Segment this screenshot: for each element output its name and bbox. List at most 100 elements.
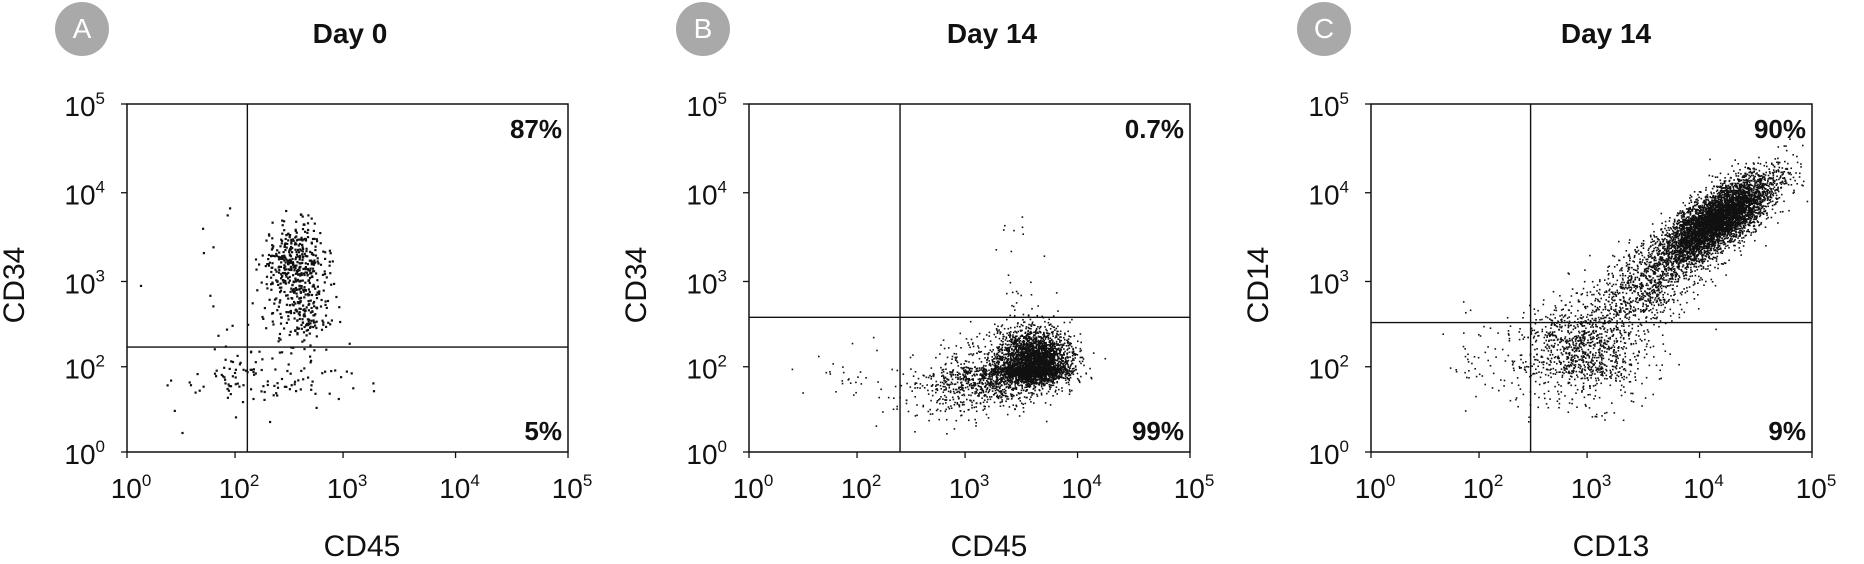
event-dot [979,382,981,384]
event-dot [298,251,300,253]
event-dot [351,372,353,374]
event-dot [281,220,283,222]
event-dot [1037,379,1039,381]
event-dot [1014,363,1016,365]
event-dot [1044,336,1046,338]
event-dot [942,403,944,405]
event-dot [1006,319,1008,321]
event-dot [1054,355,1056,357]
event-dot [1044,342,1046,344]
event-dot [1049,380,1051,382]
event-dot [1032,322,1034,324]
event-dot [316,307,318,309]
event-dot [948,385,950,387]
event-dot [912,354,914,356]
x-tick-label: 103 [327,471,368,504]
event-dot [1020,380,1022,382]
event-dot [1055,371,1057,373]
event-dot [1019,326,1021,328]
event-dot [1050,360,1052,362]
event-dot [963,376,965,378]
event-dot [940,382,942,384]
event-dot [1005,380,1007,382]
event-dot [1035,354,1037,356]
x-tick-label: 105 [552,471,593,504]
event-dot [313,254,315,256]
event-dot [1021,373,1023,375]
event-dot [1050,355,1052,357]
event-dot [1049,388,1051,390]
event-dot [320,305,322,307]
event-dot [1030,355,1032,357]
event-dot [292,290,294,292]
event-dot [269,262,271,264]
event-dot [237,355,239,357]
event-dot [996,381,998,383]
event-dot [295,390,297,392]
event-dot [280,261,282,263]
event-dot [261,282,263,284]
event-dot [1028,344,1030,346]
event-dot [964,363,966,365]
event-dot [1053,385,1055,387]
event-dot [944,399,946,401]
event-dot [1038,384,1040,386]
event-dot [1010,394,1012,396]
event-dot [1024,396,1026,398]
x-tick-label: 105 [1174,471,1215,504]
event-dot [967,383,969,385]
event-dot [1015,338,1017,340]
event-dot [1006,338,1008,340]
event-dot [308,321,310,323]
event-dot [286,304,288,306]
event-dot [275,253,277,255]
event-dot [1075,366,1077,368]
event-dot [961,382,963,384]
event-dot [984,395,986,397]
event-dot [1055,390,1057,392]
event-dot [1031,323,1033,325]
event-dot [1054,343,1056,345]
event-dot [1025,403,1027,405]
event-dot [214,373,216,375]
event-dot [301,259,303,261]
event-dot [225,359,227,361]
event-dot [1061,346,1063,348]
event-dot [1066,345,1068,347]
event-dot [964,395,966,397]
event-dot [1043,358,1045,360]
event-dot [1009,335,1011,337]
event-dot [1030,392,1032,394]
event-dot [1059,368,1061,370]
event-dot [952,356,954,358]
event-dot [1010,369,1012,371]
event-dot [983,402,985,404]
event-dot [996,353,998,355]
event-dot [280,273,282,275]
x-tick-label: 103 [949,471,990,504]
event-dot [1028,392,1030,394]
event-dot [903,373,905,375]
event-dot [1012,389,1014,391]
event-dot [1024,367,1026,369]
event-dot [339,321,341,323]
event-dot [1065,364,1067,366]
event-dot [941,375,943,377]
event-dot [1023,347,1025,349]
event-dot [285,210,287,212]
event-dot [280,287,282,289]
event-dot [199,390,201,392]
event-dot [324,258,326,260]
event-dot [1032,380,1034,382]
event-dot [1006,350,1008,352]
event-dot [946,383,948,385]
event-dot [285,295,287,297]
event-dot [958,365,960,367]
event-dot [296,293,298,295]
event-dot [1034,378,1036,380]
event-dot [278,256,280,258]
event-dot [954,402,956,404]
event-dot [1015,343,1017,345]
event-dot [308,319,310,321]
event-dot [1006,368,1008,370]
